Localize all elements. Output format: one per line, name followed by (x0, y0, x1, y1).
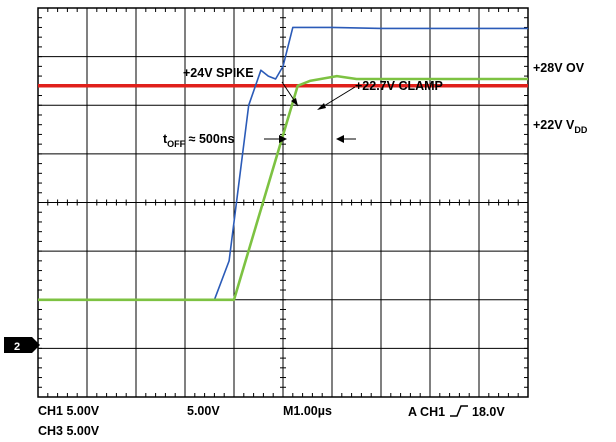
rising-edge-icon (449, 404, 469, 418)
vdd-label: +22V VDD (533, 118, 588, 135)
trigger-level: 18.0V (472, 405, 505, 419)
ground-marker-label: 2 (14, 341, 20, 353)
clamp-annotation: +22.7V CLAMP (355, 79, 443, 93)
spike-annotation: +24V SPIKE (183, 66, 254, 80)
trigger-source: A CH1 (408, 405, 445, 419)
ch1-scale: CH1 5.00V (38, 404, 99, 418)
timebase: M1.00µs (283, 404, 332, 418)
ov-label: +28V OV (533, 61, 585, 75)
ch3-scale: CH3 5.00V (38, 424, 99, 438)
ground-marker: 2 (4, 337, 40, 353)
trigger-readout: A CH1 18.0V (408, 404, 505, 419)
ch2-scale: 5.00V (187, 404, 220, 418)
